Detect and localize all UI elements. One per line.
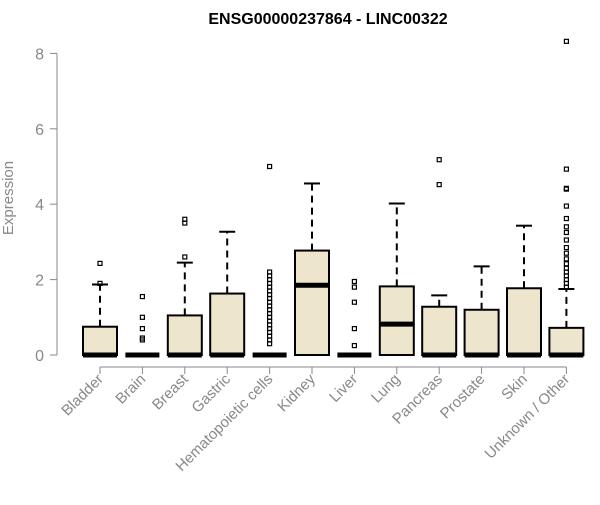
boxes [82, 38, 585, 358]
box [421, 305, 458, 356]
outlier-point [563, 224, 570, 230]
outlier-point [267, 163, 273, 170]
outlier-point [139, 326, 145, 332]
x-tick-label: Skin [498, 371, 531, 404]
x-tick-label: Prostate [437, 371, 489, 423]
outlier-point [563, 261, 570, 267]
box-group [294, 182, 330, 356]
outlier-point [351, 284, 357, 290]
outlier-point [563, 250, 570, 256]
x-tick-label: Bladder [58, 371, 107, 420]
outlier-point [563, 203, 570, 209]
outlier-point [97, 260, 103, 266]
box-group [166, 216, 203, 358]
chart-title: ENSG00000237864 - LINC00322 [208, 11, 447, 28]
outlier-point [563, 38, 570, 44]
box [506, 287, 542, 356]
box [294, 249, 330, 356]
box [166, 314, 203, 357]
outlier-point [436, 157, 442, 163]
x-tick-label: Brain [112, 371, 149, 408]
box-group [506, 224, 542, 358]
outlier-point [139, 337, 145, 343]
y-tick-label: 4 [35, 197, 44, 214]
outlier-point [351, 278, 357, 285]
outlier-point [563, 256, 570, 262]
outlier-point [351, 326, 357, 332]
outlier-point [563, 186, 570, 192]
outlier-point [563, 229, 570, 236]
axes: 0 2 4 6 8 [35, 46, 567, 374]
outlier-point [267, 341, 273, 347]
box-group [209, 230, 246, 358]
outlier-point [139, 314, 145, 320]
outlier-point [563, 244, 570, 251]
box-group [337, 278, 372, 358]
box-group [82, 260, 118, 358]
y-tick-label: 0 [35, 348, 44, 365]
outlier-point [436, 181, 442, 188]
box-group [421, 157, 458, 358]
box [378, 285, 415, 356]
y-axis-label: Expression [0, 161, 17, 235]
box [209, 292, 246, 357]
box-group [548, 38, 585, 358]
x-tick-label: Liver [326, 371, 361, 406]
y-tick-label: 6 [35, 122, 44, 139]
outlier-point [563, 284, 570, 290]
box-group [125, 293, 160, 358]
outlier-point [563, 166, 570, 172]
box [463, 308, 500, 357]
outlier-point [139, 293, 145, 300]
box [82, 325, 118, 357]
outlier-point [563, 237, 570, 243]
x-tick-label: Lung [368, 371, 404, 407]
outlier-point [182, 220, 188, 226]
y-tick-label: 2 [35, 273, 44, 290]
y-tick-label: 8 [35, 46, 44, 63]
x-tick-label: Kidney [274, 370, 319, 415]
outlier-point [351, 342, 357, 349]
x-tick-label: Breast [149, 370, 192, 413]
outlier-point [351, 299, 357, 305]
box-group [378, 202, 415, 356]
outlier-point [97, 280, 103, 286]
outlier-point [182, 254, 188, 260]
outlier-point [563, 215, 570, 222]
box-group [463, 265, 500, 358]
box-group [252, 163, 287, 358]
box [548, 326, 585, 356]
